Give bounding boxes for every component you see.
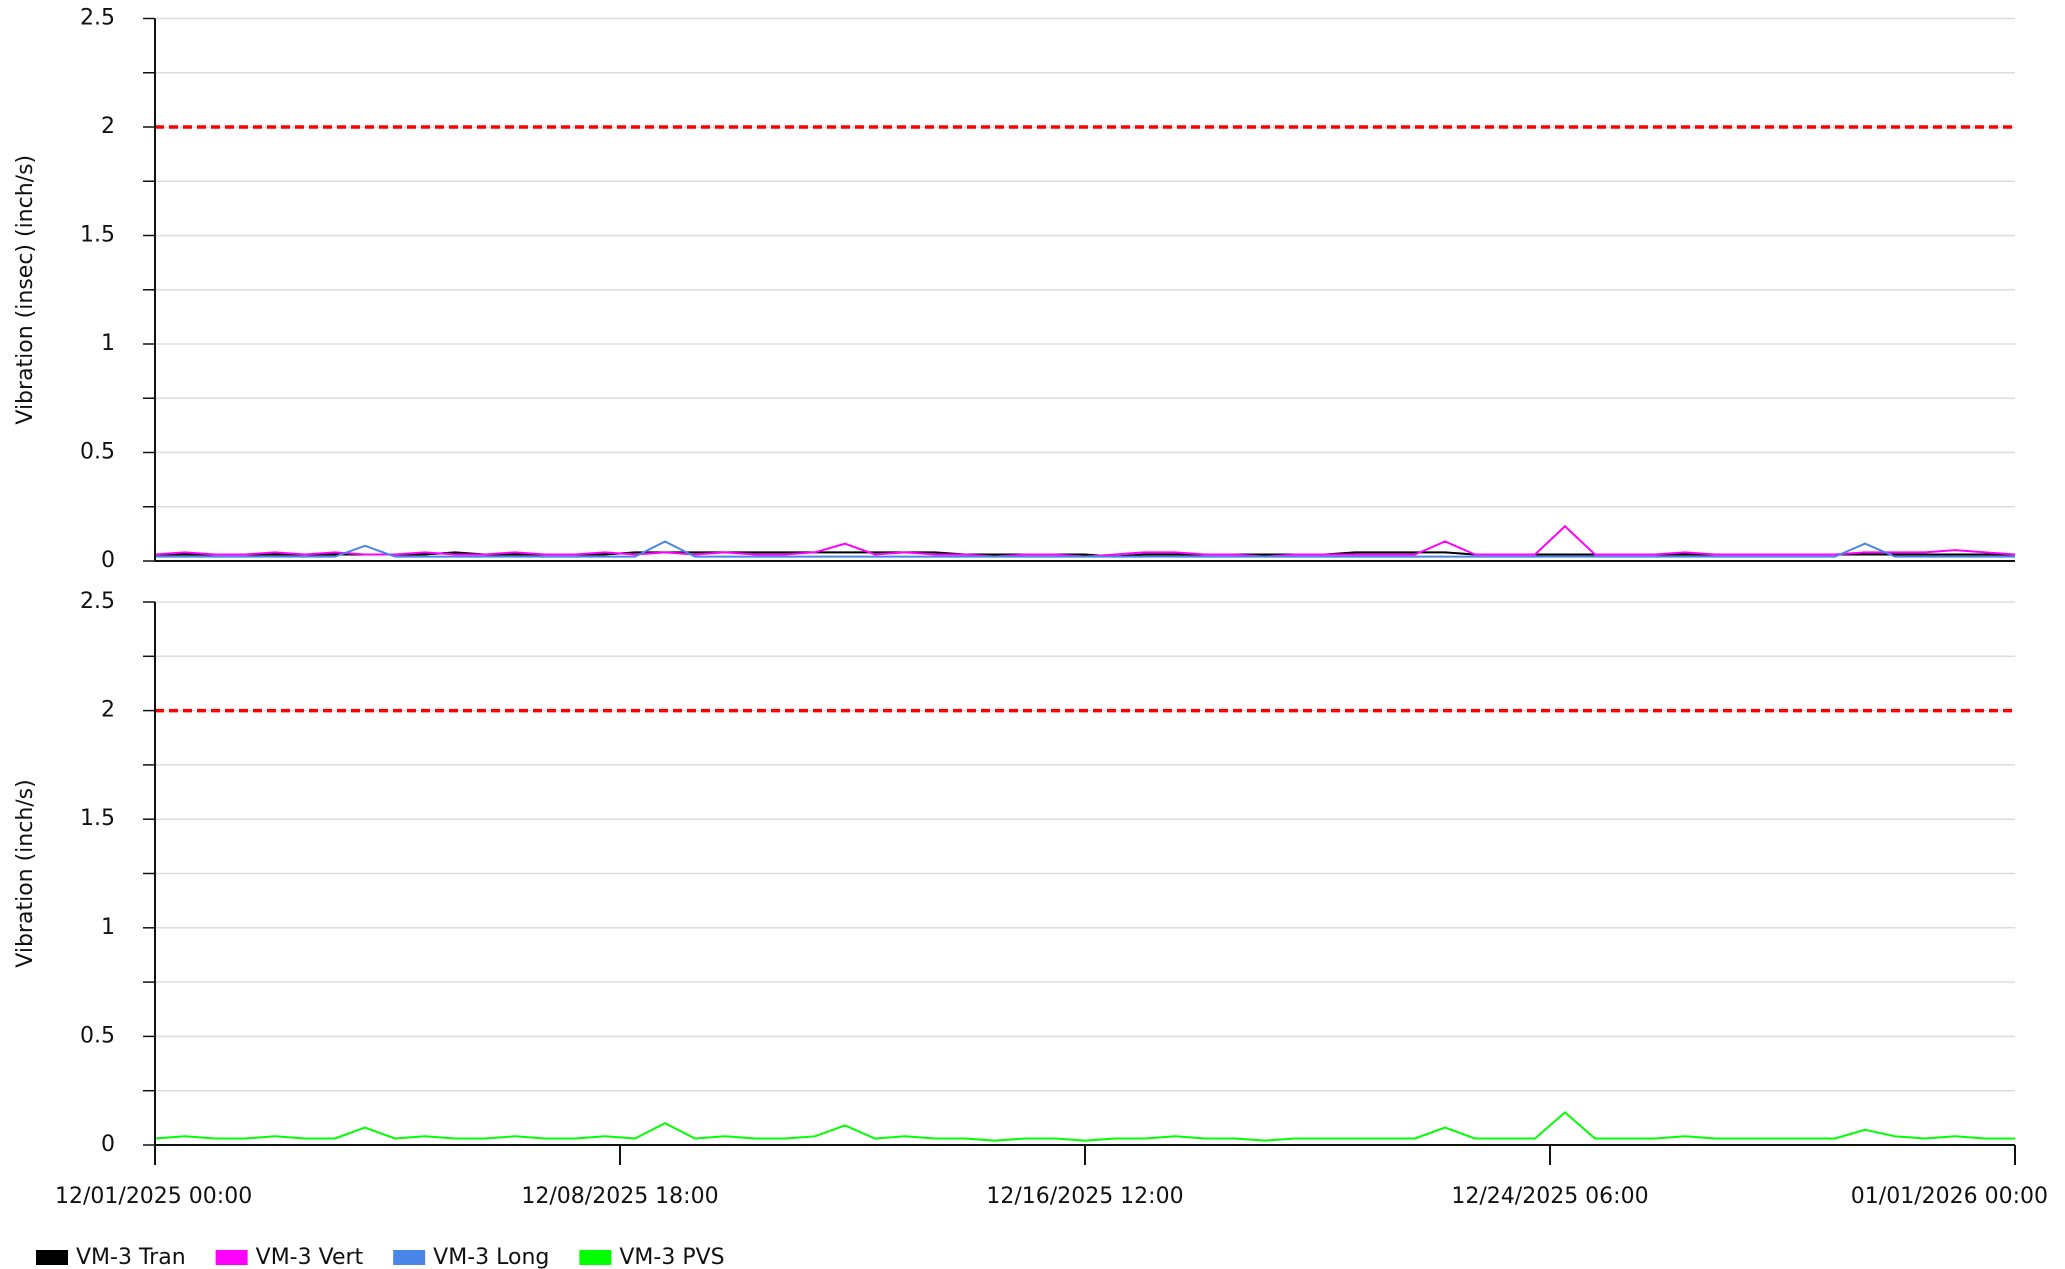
legend-label: VM-3 Tran bbox=[76, 1245, 186, 1269]
legend-swatch bbox=[215, 1250, 248, 1265]
legend-label: VM-3 Vert bbox=[256, 1245, 364, 1269]
legend-swatch bbox=[393, 1250, 426, 1265]
y-axis-label: Vibration (inch/s) bbox=[13, 779, 38, 967]
legend-swatch bbox=[36, 1250, 68, 1265]
x-tick-label: 12/24/2025 06:00 bbox=[1451, 1184, 1648, 1209]
x-tick-label: 12/01/2025 00:00 bbox=[55, 1184, 252, 1209]
y-tick-label: 1.5 bbox=[80, 806, 115, 831]
y-tick-label: 2.5 bbox=[80, 6, 115, 31]
y-tick-label: 1.5 bbox=[80, 223, 115, 248]
legend-label: VM-3 PVS bbox=[619, 1245, 724, 1269]
x-tick-label: 01/01/2026 00:00 bbox=[1851, 1184, 2048, 1209]
legend-swatch bbox=[579, 1250, 612, 1265]
y-axis-label: Vibration (insec) (inch/s) bbox=[13, 155, 38, 425]
y-tick-label: 1 bbox=[101, 331, 115, 356]
series-line bbox=[155, 540, 2015, 558]
y-tick-label: 2 bbox=[101, 698, 115, 723]
x-tick-label: 12/08/2025 18:00 bbox=[521, 1184, 718, 1209]
y-tick-label: 0 bbox=[101, 548, 115, 573]
legend-label: VM-3 Long bbox=[433, 1245, 549, 1269]
y-tick-label: 2 bbox=[101, 114, 115, 139]
x-tick-label: 12/16/2025 12:00 bbox=[986, 1184, 1183, 1209]
series-line bbox=[154, 524, 2016, 558]
y-tick-label: 0 bbox=[101, 1132, 115, 1157]
y-tick-label: 1 bbox=[101, 915, 115, 940]
y-tick-label: 2.5 bbox=[80, 589, 115, 614]
series-line bbox=[154, 1111, 2015, 1142]
y-tick-label: 0.5 bbox=[80, 1023, 115, 1048]
y-tick-label: 0.5 bbox=[80, 440, 115, 465]
